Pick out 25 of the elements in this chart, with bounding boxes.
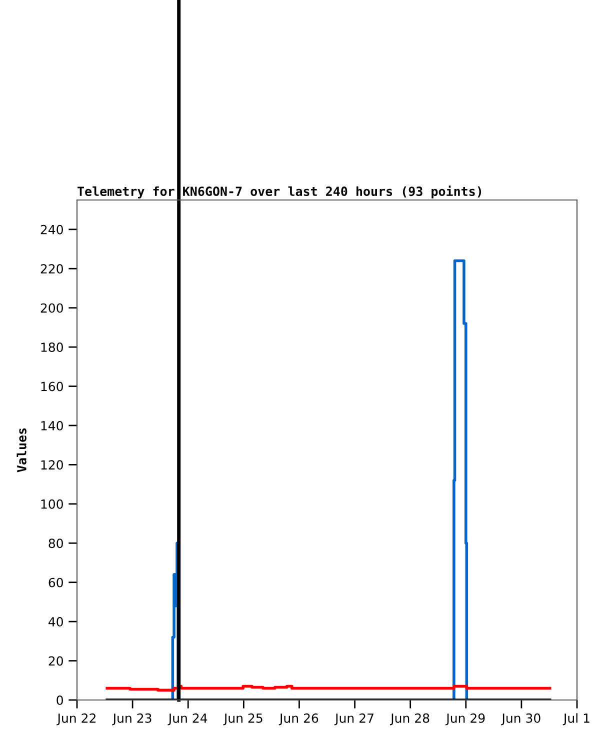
y-tick-label: 120 xyxy=(41,460,63,470)
x-tick-label: Jun 30 xyxy=(501,713,540,726)
y-tick-label: 80 xyxy=(48,538,63,548)
y-tick-label: 240 xyxy=(40,224,63,234)
y-tick-label: 0 xyxy=(56,695,63,705)
y-tick-label: 40 xyxy=(48,617,63,626)
y-tick-label: 60 xyxy=(48,578,63,588)
y-tick-label: 160 xyxy=(41,382,63,392)
x-tick-label: Jun 22 xyxy=(56,713,96,726)
chart-title: Telemetry for KN6GON-7 over last 240 hours (93 points) xyxy=(78,186,482,198)
y-tick-label: 180 xyxy=(41,342,63,352)
x-tick-label: Jun 23 xyxy=(112,713,152,726)
y-tick-label: 20 xyxy=(48,656,63,666)
y-tick-label: 100 xyxy=(41,499,63,509)
y-tick-label: 200 xyxy=(40,303,63,313)
x-tick-label: Jun 24 xyxy=(168,713,208,726)
y-tick-label: 220 xyxy=(40,264,63,274)
x-tick-label: Jun 29 xyxy=(446,713,485,726)
x-tick-label: Jun 26 xyxy=(278,713,318,726)
y-tick-label: 140 xyxy=(41,420,63,430)
x-tick-label: Jun 28 xyxy=(390,713,430,726)
y-axis-title: Values xyxy=(16,428,26,472)
x-tick-label: Jun 27 xyxy=(334,713,374,726)
x-tick-label: Jul 1 xyxy=(562,713,590,726)
x-tick-label: Jun 25 xyxy=(223,713,262,726)
